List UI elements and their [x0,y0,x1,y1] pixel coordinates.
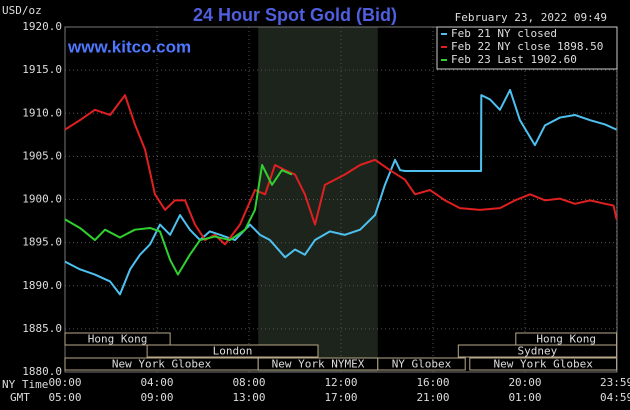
y-tick-label: 1885.0 [22,322,62,335]
session-label: New York NYMEX [272,358,365,371]
x2-tick-label: 13:00 [232,391,265,404]
legend-label: Feb 22 NY close 1898.50 [451,40,603,53]
plot-border [64,26,618,373]
session-bar [146,344,319,358]
x-tick-label: 00:00 [48,376,81,389]
x2-tick-label: 21:00 [416,391,449,404]
session-bar [64,332,171,346]
x2-tick-label: 09:00 [140,391,173,404]
session-label: Hong Kong [88,333,148,346]
x2-tick-label: 05:00 [48,391,81,404]
y-tick-label: 1910.0 [22,106,62,119]
x2-tick-label: 17:00 [324,391,357,404]
x-tick-label: 23:59 [600,376,630,389]
x-tick-label: 12:00 [324,376,357,389]
legend-label: Feb 23 Last 1902.60 [451,53,577,66]
session-bar [469,357,618,371]
timestamp: February 23, 2022 09:49 [455,11,607,24]
y-axis-label: USD/oz [2,4,42,17]
x-tick-label: 20:00 [508,376,541,389]
series-line [64,94,618,246]
session-label: London [213,345,253,358]
y-tick-label: 1905.0 [22,149,62,162]
session-label: New York Globex [112,358,212,371]
session-label: New York Globex [493,358,593,371]
x-tick-label: 16:00 [416,376,449,389]
y-tick-label: 1915.0 [22,63,62,76]
y-tick-label: 1890.0 [22,279,62,292]
series-line [64,88,617,296]
y-tick-label: 1920.0 [22,20,62,33]
x-tick-label: 04:00 [140,376,173,389]
session-label: NY Globex [392,358,452,371]
y-tick-label: 1880.0 [22,365,62,378]
chart-title: 24 Hour Spot Gold (Bid) [193,5,397,25]
series-line [64,164,293,276]
x-tick-label: 08:00 [232,376,265,389]
legend-box [436,26,618,70]
session-bar [515,332,618,346]
session-label: Hong Kong [536,333,596,346]
x-axis-label: NY Time [2,378,48,391]
watermark: www.kitco.com [67,37,191,56]
x2-tick-label: 04:59 [600,391,630,404]
x2-tick-label: 01:00 [508,391,541,404]
x2-axis-label: GMT [10,391,30,404]
y-tick-label: 1895.0 [22,236,62,249]
session-label: Sydney [518,345,558,358]
session-bar [377,357,466,371]
legend-label: Feb 21 NY closed [451,27,557,40]
y-tick-label: 1900.0 [22,193,62,206]
